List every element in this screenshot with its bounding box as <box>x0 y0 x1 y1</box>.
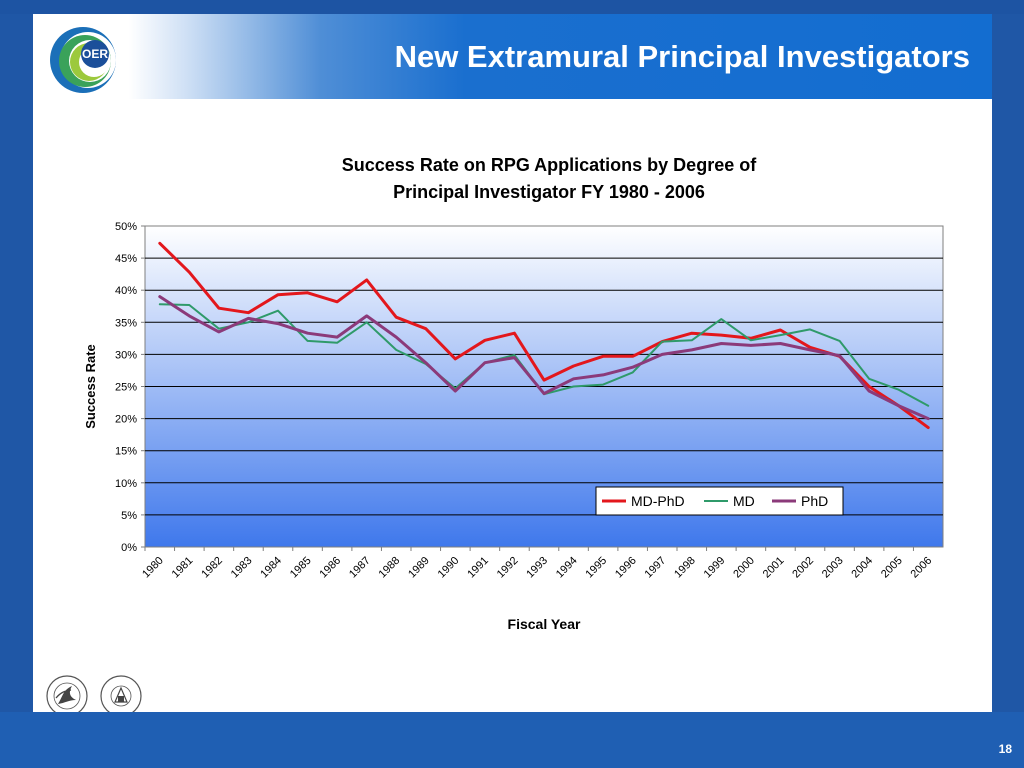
y-tick-label: 50% <box>115 221 137 233</box>
legend-label: MD <box>733 493 755 509</box>
x-tick-label: 1987 <box>347 555 373 581</box>
legend-label: PhD <box>801 493 828 509</box>
x-tick-label: 1981 <box>170 555 196 581</box>
x-tick-label: 1994 <box>554 555 580 581</box>
x-tick-label: 1989 <box>406 555 432 581</box>
hhs-seal-icon <box>46 675 88 717</box>
page-number: 18 <box>998 742 1012 756</box>
chart-legend: MD-PhD MD PhD <box>595 486 844 516</box>
x-tick-label: 1982 <box>199 555 225 581</box>
slide: OER New Extramural Principal Investigato… <box>33 14 992 732</box>
y-tick-label: 30% <box>115 349 137 361</box>
y-tick-label: 0% <box>121 542 137 554</box>
nih-seal-icon <box>100 675 142 717</box>
x-tick-label: 1993 <box>524 555 550 581</box>
x-tick-label: 1991 <box>465 555 491 581</box>
x-tick-label: 1986 <box>317 555 343 581</box>
title-banner <box>33 14 992 99</box>
x-tick-label: 2002 <box>790 555 816 581</box>
oer-logo-icon: OER <box>50 27 116 93</box>
x-tick-label: 1998 <box>672 555 698 581</box>
x-tick-label: 2000 <box>731 555 757 581</box>
legend-box <box>595 486 844 516</box>
success-rate-chart: Success Rate on RPG Applications by Degr… <box>83 155 944 632</box>
x-tick-label: 1992 <box>495 555 521 581</box>
top-strip <box>0 0 1024 14</box>
y-tick-label: 20% <box>115 414 137 426</box>
chart-title-line2: Principal Investigator FY 1980 - 2006 <box>393 182 705 202</box>
chart-title-line1: Success Rate on RPG Applications by Degr… <box>342 155 757 175</box>
y-tick-label: 40% <box>115 285 137 297</box>
x-axis-label: Fiscal Year <box>508 616 581 632</box>
x-tick-label: 2003 <box>820 555 846 581</box>
logo-text: OER <box>82 47 108 61</box>
x-tick-label: 1988 <box>377 555 403 581</box>
x-tick-label: 1990 <box>436 555 462 581</box>
y-tick-label: 25% <box>115 382 137 394</box>
y-tick-label: 10% <box>115 478 137 490</box>
x-tick-label: 1980 <box>140 555 166 581</box>
legend-label: MD-PhD <box>631 493 685 509</box>
y-axis-label: Success Rate <box>83 344 98 429</box>
agency-seals <box>46 675 142 717</box>
x-tick-label: 2005 <box>879 555 905 581</box>
x-tick-label: 1997 <box>643 555 669 581</box>
series-line-md-phd <box>158 241 930 430</box>
x-tick-label: 1985 <box>288 555 314 581</box>
footer-bar <box>0 712 1024 768</box>
page-title: New Extramural Principal Investigators <box>394 39 970 74</box>
y-tick-label: 35% <box>115 317 137 329</box>
y-tick-label: 45% <box>115 253 137 265</box>
x-tick-label: 1995 <box>583 555 609 581</box>
x-tick-label: 1996 <box>613 555 639 581</box>
series-line-phd <box>158 295 930 421</box>
x-tick-label: 2004 <box>849 555 875 581</box>
x-tick-label: 2006 <box>909 555 935 581</box>
x-tick-label: 2001 <box>761 555 787 581</box>
x-tick-label: 1984 <box>258 555 284 581</box>
y-tick-label: 15% <box>115 446 137 458</box>
x-tick-label: 1983 <box>229 555 255 581</box>
x-tick-label: 1999 <box>702 555 728 581</box>
y-tick-label: 5% <box>121 510 137 522</box>
